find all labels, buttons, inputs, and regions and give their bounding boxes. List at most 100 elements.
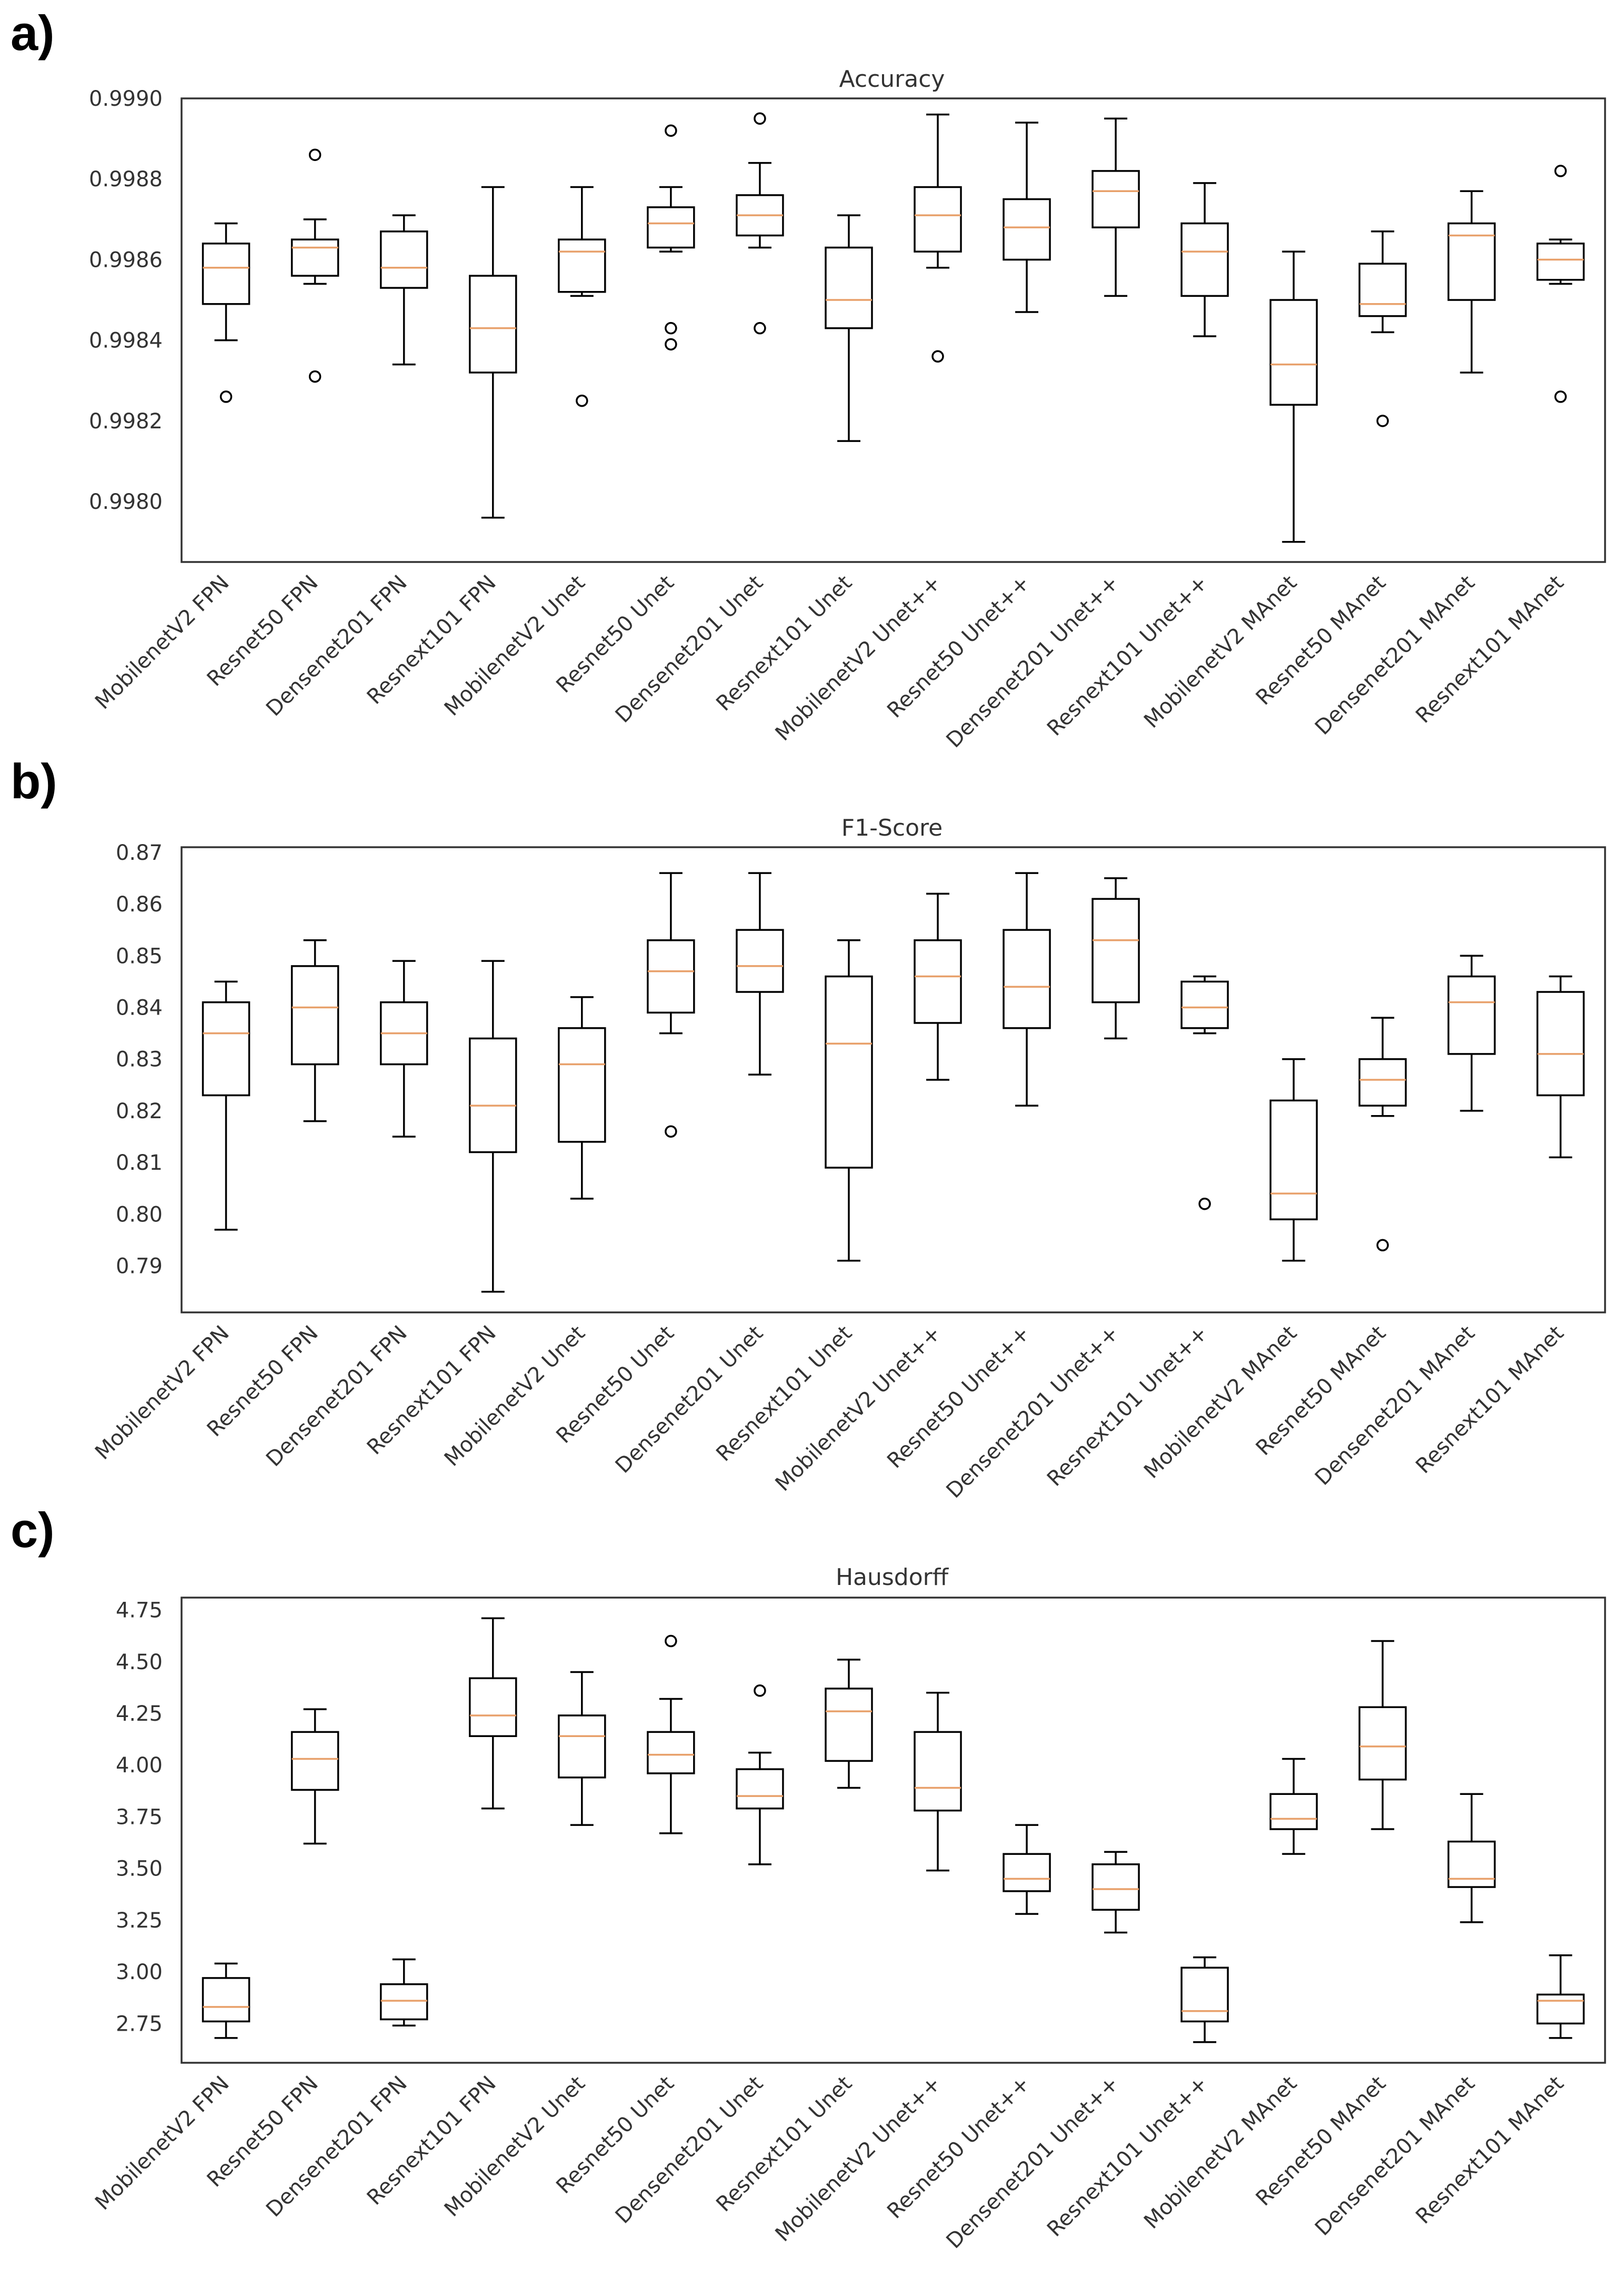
y-tick-label: 3.00 xyxy=(116,1960,163,1984)
y-tick-label: 0.80 xyxy=(116,1202,163,1227)
iqr-box xyxy=(825,1688,873,1762)
axes-frame-accuracy xyxy=(181,97,1606,563)
y-tick-label: 0.82 xyxy=(116,1099,163,1123)
outlier-point xyxy=(754,1684,766,1697)
outlier-point xyxy=(576,394,588,407)
y-tick-label: 0.9982 xyxy=(89,409,163,434)
iqr-box xyxy=(468,1677,517,1737)
outlier-point xyxy=(754,322,766,335)
boxplot-f1-score-1 xyxy=(202,980,250,1231)
boxplot-hausdorff-12 xyxy=(1180,1956,1229,2043)
iqr-box xyxy=(736,1768,784,1810)
boxplot-hausdorff-15 xyxy=(1447,1793,1496,1923)
boxplot-accuracy-9 xyxy=(914,113,962,363)
boxplot-hausdorff-2 xyxy=(290,1708,339,1845)
boxplot-accuracy-14 xyxy=(1358,230,1407,427)
boxplot-accuracy-6 xyxy=(647,124,695,351)
y-tick-label: 4.00 xyxy=(116,1753,163,1778)
boxplot-hausdorff-3 xyxy=(379,1958,428,2027)
y-tick-label: 3.50 xyxy=(116,1857,163,1881)
iqr-box xyxy=(647,206,695,249)
y-tick-label: 0.84 xyxy=(116,996,163,1020)
iqr-box xyxy=(290,238,339,277)
boxplot-f1-score-3 xyxy=(379,960,428,1138)
y-tick-label: 0.9980 xyxy=(89,490,163,514)
outlier-point xyxy=(665,1125,677,1138)
outlier-point xyxy=(308,148,322,162)
iqr-box xyxy=(1091,170,1140,228)
axes-frame-hausdorff xyxy=(181,1597,1606,2064)
boxplot-f1-score-2 xyxy=(290,939,339,1122)
boxplot-hausdorff-4 xyxy=(468,1617,517,1810)
boxplot-hausdorff-11 xyxy=(1091,1851,1140,1934)
boxplot-hausdorff-6 xyxy=(647,1634,695,1834)
boxplot-f1-score-7 xyxy=(736,872,784,1076)
boxplot-hausdorff-16 xyxy=(1536,1954,1585,2039)
iqr-box xyxy=(379,230,428,289)
y-tick-label: 0.81 xyxy=(116,1151,163,1175)
boxplot-hausdorff-9 xyxy=(914,1691,962,1872)
panel-letter-b: b) xyxy=(11,754,57,809)
iqr-box xyxy=(1447,222,1496,301)
boxplot-f1-score-4 xyxy=(468,960,517,1293)
boxplot-accuracy-13 xyxy=(1269,250,1318,543)
outlier-point xyxy=(754,112,766,125)
iqr-box xyxy=(558,1714,606,1779)
y-tick-label: 0.9986 xyxy=(89,248,163,272)
iqr-box xyxy=(1269,299,1318,406)
boxplot-f1-score-5 xyxy=(558,996,606,1200)
outlier-point xyxy=(665,1634,677,1648)
iqr-box xyxy=(1447,1840,1496,1888)
iqr-box xyxy=(202,1977,250,2023)
iqr-box xyxy=(1269,1793,1318,1830)
iqr-box xyxy=(736,929,784,993)
iqr-box xyxy=(825,246,873,329)
boxplot-accuracy-3 xyxy=(379,214,428,366)
iqr-box xyxy=(202,1001,250,1097)
y-tick-label: 0.79 xyxy=(116,1255,163,1279)
boxplot-hausdorff-5 xyxy=(558,1671,606,1826)
iqr-box xyxy=(647,939,695,1014)
boxplot-f1-score-9 xyxy=(914,892,962,1081)
boxplot-accuracy-12 xyxy=(1180,182,1229,337)
outlier-point xyxy=(308,370,322,383)
boxplot-hausdorff-14 xyxy=(1358,1640,1407,1830)
chart-title-hausdorff: Hausdorff xyxy=(836,1564,949,1591)
iqr-box xyxy=(1180,1966,1229,2023)
iqr-box xyxy=(1269,1099,1318,1220)
iqr-box xyxy=(914,186,962,253)
boxplot-f1-score-13 xyxy=(1269,1058,1318,1262)
chart-title-f1-score: F1-Score xyxy=(841,815,943,841)
boxplot-accuracy-15 xyxy=(1447,190,1496,374)
boxplot-f1-score-11 xyxy=(1091,877,1140,1040)
iqr-box xyxy=(914,939,962,1024)
outlier-point xyxy=(1376,415,1389,427)
y-tick-label: 0.86 xyxy=(116,892,163,917)
iqr-box xyxy=(1091,1863,1140,1911)
boxplot-accuracy-2 xyxy=(290,148,339,383)
boxplot-hausdorff-8 xyxy=(825,1659,873,1789)
iqr-box xyxy=(1536,243,1585,281)
boxplot-accuracy-4 xyxy=(468,186,517,519)
boxplot-f1-score-16 xyxy=(1536,975,1585,1159)
boxplot-f1-score-6 xyxy=(647,872,695,1138)
outlier-point xyxy=(1554,390,1567,403)
iqr-box xyxy=(1180,980,1229,1029)
panel-letter-c: c) xyxy=(11,1502,55,1558)
chart-title-accuracy: Accuracy xyxy=(839,66,945,93)
iqr-box xyxy=(1180,222,1229,297)
y-tick-label: 4.25 xyxy=(116,1702,163,1726)
iqr-box xyxy=(468,275,517,374)
boxplot-accuracy-7 xyxy=(736,112,784,335)
y-tick-label: 0.83 xyxy=(116,1048,163,1072)
y-tick-label: 2.75 xyxy=(116,2012,163,2036)
iqr-box xyxy=(1091,898,1140,1003)
iqr-box xyxy=(1358,263,1407,317)
axes-frame-f1-score xyxy=(181,846,1606,1313)
iqr-box xyxy=(1536,991,1585,1097)
iqr-box xyxy=(379,1983,428,2021)
y-tick-label: 0.85 xyxy=(116,944,163,968)
y-tick-label: 4.50 xyxy=(116,1650,163,1674)
